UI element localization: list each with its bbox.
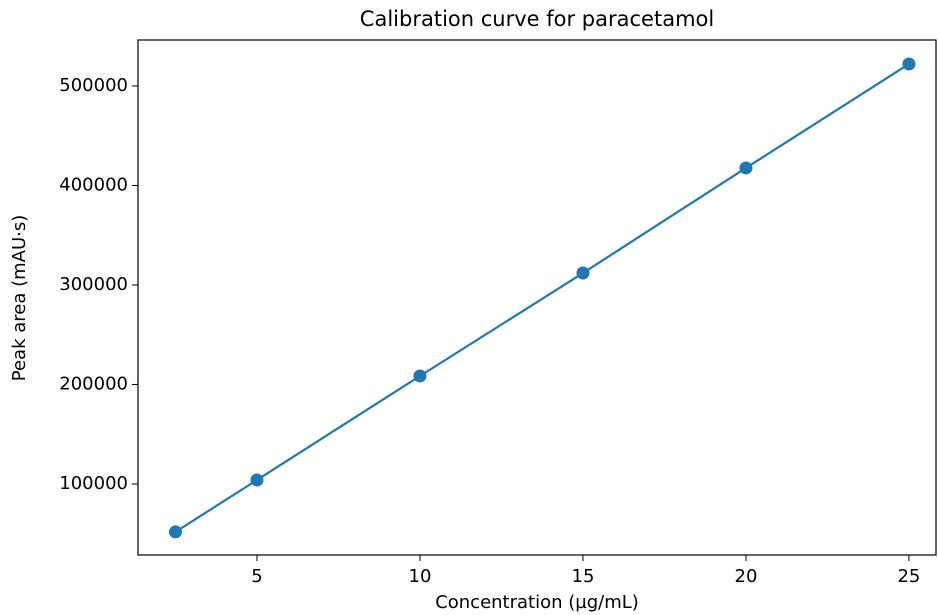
data-point [739,161,753,175]
series-line [174,63,910,533]
y-tick-label: 500000 [59,75,128,96]
y-axis-label: Peak area (mAU·s) [9,215,30,382]
x-tick-label: 10 [409,566,432,587]
plot-frame [137,39,937,556]
data-point [413,369,427,383]
x-tick-label: 25 [897,566,920,587]
x-tick-label: 15 [572,566,595,587]
data-point [576,266,590,280]
chart-title: Calibration curve for paracetamol [360,7,714,31]
data-point [168,525,182,539]
x-tick-label: 5 [251,566,262,587]
y-tick-label: 200000 [59,373,128,394]
data-point [250,473,264,487]
data-point [902,57,916,71]
y-tick-label: 400000 [59,174,128,195]
y-tick-label: 300000 [59,274,128,295]
y-tick-label: 100000 [59,473,128,494]
x-tick-label: 20 [735,566,758,587]
x-axis-label: Concentration (µg/mL) [435,592,639,613]
